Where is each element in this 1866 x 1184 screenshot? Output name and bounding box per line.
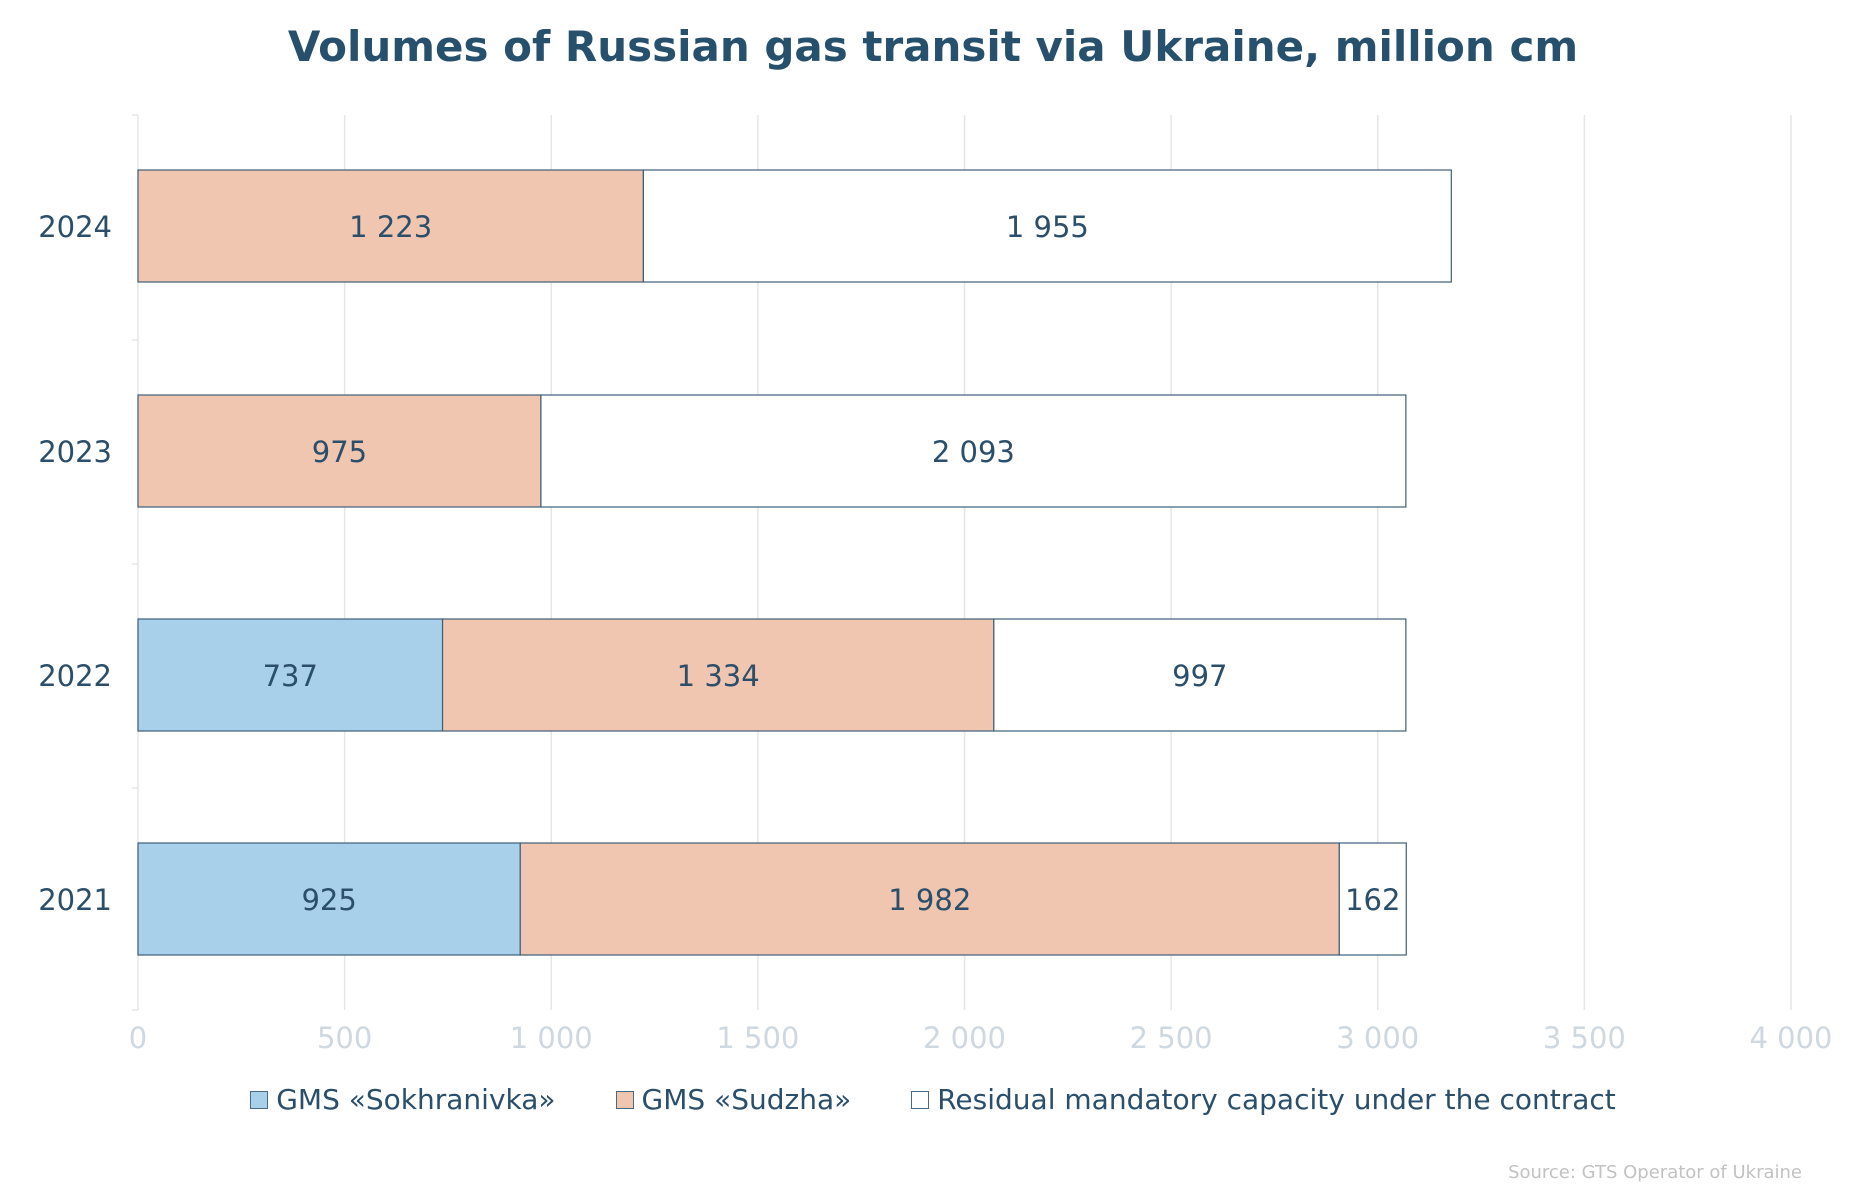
legend-label-residual: Residual mandatory capacity under the co… [937,1083,1616,1116]
y-tick-labels: 2024 2023 2022 2021 [38,210,112,917]
x-tick-labels: 0 500 1 000 1 500 2 000 2 500 3 000 3 500 4 000 [129,1021,1833,1055]
data-label-2022-sokhranivka: 737 [263,659,318,693]
bar-labels: 1 223 1 955 975 2 093 737 1 334 997 925 1 982 162 [263,210,1401,917]
x-tick-label-3500: 3 500 [1543,1021,1626,1055]
bar-2024-residual [642,169,1452,283]
data-label-2023-residual: 2 093 [932,435,1015,469]
legend-item-residual: Residual mandatory capacity under the co… [911,1083,1616,1116]
x-tick-label-4000: 4 000 [1749,1021,1832,1055]
x-tick-label-1500: 1 500 [716,1021,799,1055]
data-label-2024-residual: 1 955 [1006,210,1089,244]
bar-2021-sokhranivka [137,842,521,956]
x-tick-label-500: 500 [317,1021,372,1055]
data-label-2021-sokhranivka: 925 [301,883,356,917]
category-label-2024: 2024 [38,210,112,244]
bar-2022-residual [993,618,1407,732]
data-label-2024-sudzha: 1 223 [349,210,432,244]
legend-swatch-sokhranivka [250,1090,269,1109]
legend-label-sudzha: GMS «Sudzha» [641,1083,852,1116]
x-tick-label-2000: 2 000 [923,1021,1006,1055]
category-label-2022: 2022 [38,659,112,693]
bar-2023-residual [540,394,1407,508]
bar-2021-sudzha [519,842,1340,956]
x-tick-label-2500: 2 500 [1130,1021,1213,1055]
data-label-2022-residual: 997 [1172,659,1227,693]
bar-2023-sudzha [137,394,542,508]
bar-2022-sudzha [441,618,995,732]
data-label-2023-sudzha: 975 [312,435,367,469]
data-label-2021-sudzha: 1 982 [888,883,971,917]
bar-2024-sudzha [137,169,645,283]
category-label-2023: 2023 [38,435,112,469]
x-tick-label-1000: 1 000 [510,1021,593,1055]
bars [137,169,1452,956]
legend-swatch-sudzha [615,1090,634,1109]
stacked-bar-chart: 1 223 1 955 975 2 093 737 1 334 997 925 1 982 162… [38,114,1833,1055]
x-tick-label-0: 0 [129,1021,147,1055]
bar-2021-residual [1338,842,1407,956]
legend-label-sokhranivka: GMS «Sokhranivka» [276,1083,556,1116]
legend-swatch-residual [911,1090,930,1109]
legend: GMS «Sokhranivka» GMS «Sudzha» Residual … [0,1083,1866,1116]
category-label-2021: 2021 [38,883,112,917]
legend-item-sudzha: GMS «Sudzha» [615,1083,852,1116]
data-label-2021-residual: 162 [1345,883,1400,917]
x-tick-label-3000: 3 000 [1336,1021,1419,1055]
data-label-2022-sudzha: 1 334 [677,659,760,693]
source-note: Source: GTS Operator of Ukraine [1508,1162,1802,1183]
legend-item-sokhranivka: GMS «Sokhranivka» [250,1083,556,1116]
chart-title: Volumes of Russian gas transit via Ukrai… [287,22,1579,71]
